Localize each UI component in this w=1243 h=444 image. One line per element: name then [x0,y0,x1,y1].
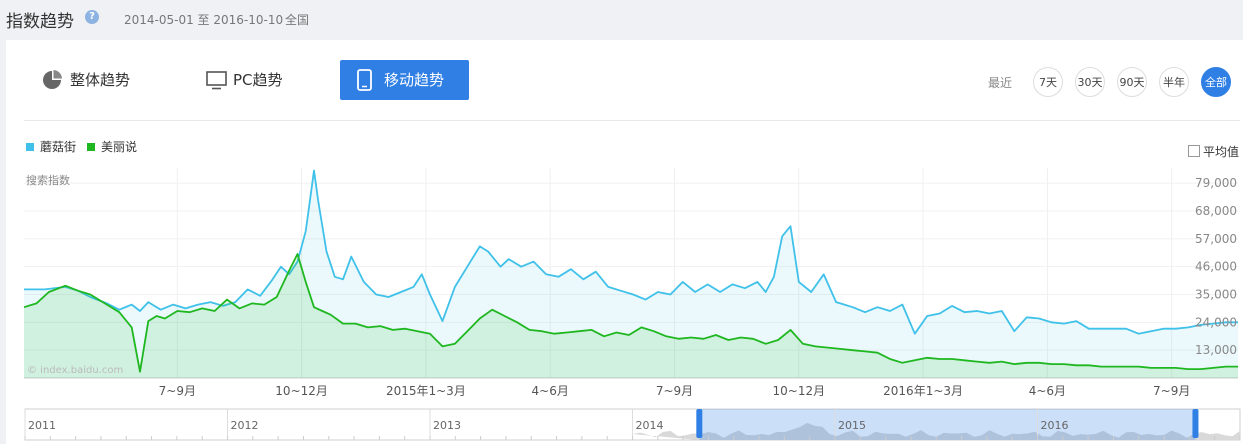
navigator-year-label: 2012 [231,419,259,432]
chart-series [23,169,1238,378]
y-tick-label: 57,000 [1195,232,1237,246]
mobile-icon [357,69,372,91]
series-area-2 [24,254,1238,378]
navigator[interactable]: 2011 2012 2013 2014 2015 2016 [24,408,1241,441]
average-checkbox[interactable] [1188,145,1200,157]
y-axis-label: 搜索指数 [26,173,70,187]
help-icon[interactable]: ? [85,10,99,24]
trend-panel: 整体趋势 PC趋势 移动趋势 最近 7天 30天 90天 半年 全部 蘑菇街 美… [6,40,1243,444]
navigator-year-label: 2011 [28,419,56,432]
range-label: 最近 [988,76,1013,90]
navigator-year-label: 2013 [433,419,461,432]
navigator-right-handle[interactable] [1192,409,1199,438]
legend-label: 美丽说 [101,140,138,154]
x-tick-label: 7~9月 [1153,384,1190,398]
y-tick-label: 35,000 [1195,288,1237,302]
navigator-year-label: 2014 [636,419,664,432]
legend-swatch [26,143,34,151]
date-range: 2014-05-01 至 2016-10-10 [124,13,284,27]
legend-label: 蘑菇街 [40,140,77,154]
navigator-year-label: 2015 [838,419,866,432]
pie-chart-icon [43,70,62,89]
tab-mobile-trend[interactable]: 移动趋势 [340,60,469,100]
y-tick-label: 68,000 [1195,204,1237,218]
monitor-icon [206,71,227,90]
chart-labels: 搜索指数 79,000 68,000 57,000 46,000 35,000 24,000… [26,173,1237,398]
region-label: 全国 [285,13,310,27]
legend-item-mogujie[interactable]: 蘑菇街 [26,138,76,155]
x-tick-label: 4~6月 [1029,384,1066,398]
x-tick-label: 2016年1~3月 [883,384,963,398]
range-7d-button[interactable]: 7天 [1033,67,1063,97]
x-tick-label: 10~12月 [773,384,826,398]
navigator-selection [699,409,1196,440]
y-tick-label: 13,000 [1195,343,1237,357]
series-line-2 [23,253,1238,373]
x-tick-label: 2015年1~3月 [386,384,466,398]
y-tick-label: 79,000 [1195,176,1237,190]
tab-pc-trend-label: PC趋势 [233,71,283,89]
average-label: 平均值 [1203,145,1240,159]
series-area-1 [24,170,1238,378]
chart-grid [24,168,1238,379]
x-tick-label: 10~12月 [275,384,328,398]
tab-overall-trend[interactable]: 整体趋势 [42,60,162,100]
legend-swatch [87,143,95,151]
navigator-year-label: 2016 [1041,419,1069,432]
range-all-button[interactable]: 全部 [1201,67,1231,97]
range-90d-button[interactable]: 90天 [1117,67,1147,97]
range-half-year-button[interactable]: 半年 [1159,67,1189,97]
range-30d-button[interactable]: 30天 [1075,67,1105,97]
x-tick-label: 4~6月 [532,384,569,398]
tab-overall-trend-label: 整体趋势 [70,71,131,89]
watermark: © index.baidu.com [27,365,123,376]
y-tick-label: 24,000 [1195,315,1237,329]
tab-mobile-trend-label: 移动趋势 [384,71,445,89]
y-tick-label: 46,000 [1195,260,1237,274]
x-tick-label: 7~9月 [159,384,196,398]
legend-item-meilishuo[interactable]: 美丽说 [87,138,137,155]
average-toggle[interactable]: 平均值 [1188,143,1239,160]
navigator-mini-area [632,422,1240,440]
tab-pc-trend[interactable]: PC趋势 [206,60,326,100]
series-line-1 [24,169,1238,335]
navigator-left-handle[interactable] [696,409,703,438]
x-tick-label: 7~9月 [656,384,693,398]
divider [24,120,1240,121]
page-title: 指数趋势 [6,12,74,32]
header: 指数趋势 ? 2014-05-01 至 2016-10-10 全国 [0,0,1243,38]
